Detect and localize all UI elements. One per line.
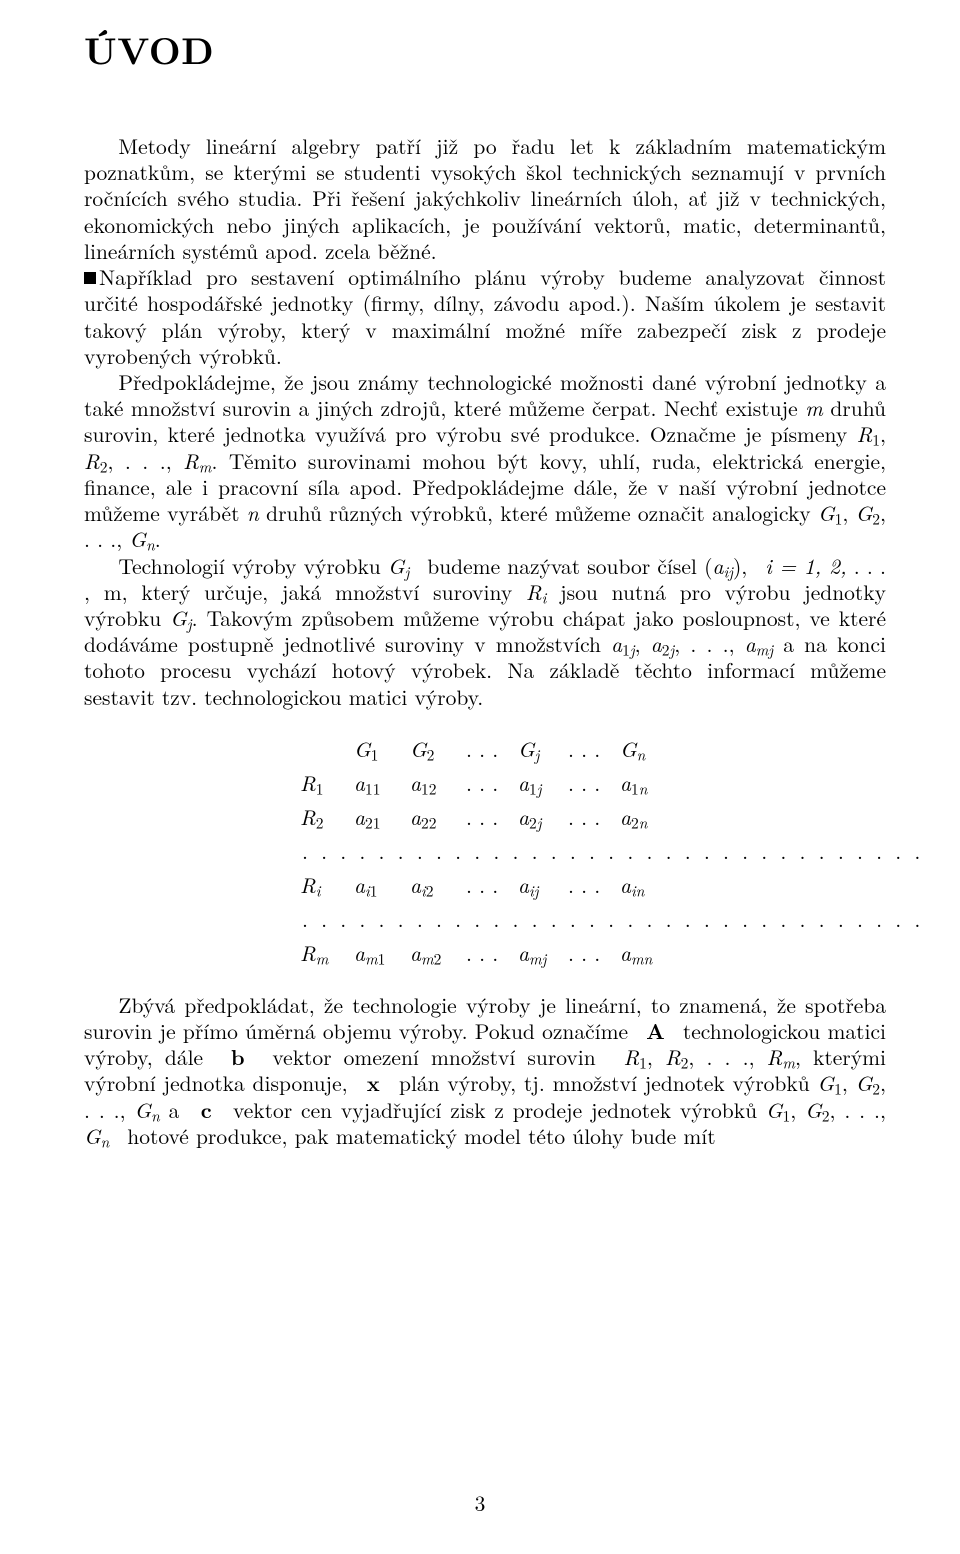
matrix-cell: ai1 bbox=[354, 870, 410, 900]
matrix-cell: am1 bbox=[354, 938, 410, 968]
matrix-header: Gn bbox=[620, 734, 670, 764]
intro-paragraph: Metody lineární algebry patří již po řad… bbox=[84, 133, 886, 264]
matrix-cell: . . . bbox=[466, 870, 518, 900]
sep4: , bbox=[842, 498, 855, 528]
page-title: ÚVOD bbox=[84, 22, 886, 75]
matrix-header: Gj bbox=[518, 734, 568, 764]
sepH3: , bbox=[880, 1095, 886, 1125]
matrix-header: . . . bbox=[466, 734, 518, 764]
page-number: 3 bbox=[0, 1488, 960, 1518]
p2a: Předpokládejme, že jsou známy technologi… bbox=[84, 367, 886, 423]
assumption-paragraph: Předpokládejme, že jsou známy technologi… bbox=[84, 369, 886, 553]
sepH: , bbox=[790, 1095, 805, 1125]
matrix-cell: amn bbox=[620, 938, 670, 968]
p4h: hotové produkce, pak matematický model t… bbox=[120, 1121, 716, 1151]
intro-text-a: Metody lineární algebry patří již po řad… bbox=[84, 131, 886, 266]
matrix-cell: amj bbox=[518, 938, 568, 968]
matrix-cell: a2n bbox=[620, 802, 670, 832]
example-text: Například pro sestavení optimálního plán… bbox=[84, 262, 886, 371]
bullet-square-icon bbox=[84, 272, 96, 284]
matrix-cell bbox=[300, 734, 354, 764]
var-Gnc: Gn bbox=[84, 1121, 109, 1151]
matrix-rowlabel: R2 bbox=[300, 802, 354, 832]
var-G2c: G2 bbox=[805, 1095, 829, 1125]
example-paragraph: Například pro sestavení optimálního plán… bbox=[84, 264, 886, 369]
conclusion-paragraph: Zbývá předpokládat, že technologie výrob… bbox=[84, 992, 886, 1149]
matrix-cell: am2 bbox=[410, 938, 466, 968]
matrix-cell: . . . bbox=[568, 870, 620, 900]
matrix-cell: . . . bbox=[568, 768, 620, 798]
var-G1c: G1 bbox=[766, 1095, 790, 1125]
matrix-header: G2 bbox=[410, 734, 466, 764]
matrix-cell: . . . bbox=[466, 802, 518, 832]
dotsH: . . . bbox=[844, 1095, 880, 1125]
matrix-cell: a21 bbox=[354, 802, 410, 832]
matrix-dots-row: . . . . . . . . . . . . . . . . . . . . … bbox=[300, 904, 670, 934]
matrix-header: G1 bbox=[354, 734, 410, 764]
matrix-cell: a11 bbox=[354, 768, 410, 798]
technological-matrix: G1 G2 . . . Gj . . . Gn R1 a11 a12 . . .… bbox=[84, 734, 886, 968]
p2d: druhů různých výrobků, které můžeme ozna… bbox=[259, 498, 818, 528]
var-n: n bbox=[247, 498, 259, 528]
matrix-dots-row: . . . . . . . . . . . . . . . . . . . . … bbox=[300, 836, 670, 866]
matrix-header: . . . bbox=[568, 734, 620, 764]
matrix-rowlabel: R1 bbox=[300, 768, 354, 798]
matrix-cell: ain bbox=[620, 870, 670, 900]
matrix-cell: . . . bbox=[568, 802, 620, 832]
sep5: , bbox=[880, 498, 886, 528]
matrix-rowlabel: Rm bbox=[300, 938, 354, 968]
sepH2: , bbox=[830, 1095, 845, 1125]
matrix-cell: . . . bbox=[466, 938, 518, 968]
dots-text2: . . . bbox=[84, 524, 116, 554]
matrix-rowlabel: Ri bbox=[300, 870, 354, 900]
matrix-cell: a1n bbox=[620, 768, 670, 798]
matrix-cell: a2j bbox=[518, 802, 568, 832]
matrix-grid: G1 G2 . . . Gj . . . Gn R1 a11 a12 . . .… bbox=[300, 734, 670, 968]
matrix-cell: . . . bbox=[568, 938, 620, 968]
page: ÚVOD Metody lineární algebry patří již p… bbox=[0, 0, 960, 1554]
matrix-cell: a1j bbox=[518, 768, 568, 798]
var-G1: G1 bbox=[818, 498, 842, 528]
matrix-cell: aij bbox=[518, 870, 568, 900]
matrix-cell: ai2 bbox=[410, 870, 466, 900]
matrix-cell: a12 bbox=[410, 768, 466, 798]
var-G2: G2 bbox=[856, 498, 880, 528]
technology-paragraph: Technologií výroby výrobku Gj budeme naz… bbox=[84, 553, 886, 710]
matrix-cell: . . . bbox=[466, 768, 518, 798]
matrix-cell: a22 bbox=[410, 802, 466, 832]
